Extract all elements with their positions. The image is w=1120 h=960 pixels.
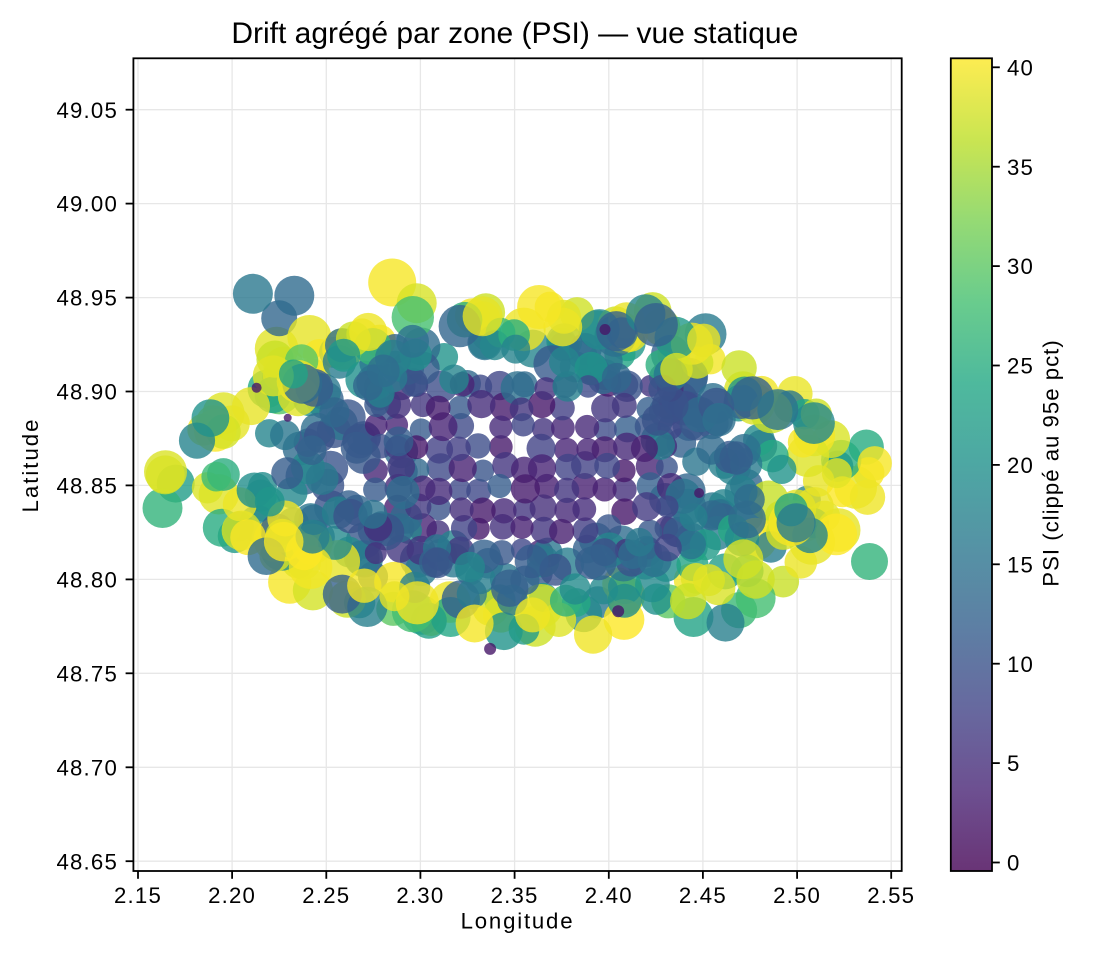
- svg-text:2.25: 2.25: [302, 883, 350, 908]
- svg-text:49.05: 49.05: [56, 98, 118, 123]
- svg-text:15: 15: [1007, 552, 1034, 577]
- svg-text:Longitude: Longitude: [461, 909, 575, 934]
- svg-text:48.65: 48.65: [56, 849, 118, 874]
- svg-text:49.00: 49.00: [56, 192, 118, 217]
- svg-text:48.70: 48.70: [56, 755, 118, 780]
- svg-text:0: 0: [1007, 851, 1021, 876]
- svg-text:10: 10: [1007, 652, 1034, 677]
- svg-text:25: 25: [1007, 354, 1034, 379]
- svg-text:2.35: 2.35: [491, 883, 539, 908]
- svg-text:Drift agrégé par zone (PSI) —: Drift agrégé par zone (PSI) — vue statiq…: [231, 17, 798, 50]
- svg-text:48.75: 48.75: [56, 661, 118, 686]
- svg-text:20: 20: [1007, 453, 1034, 478]
- svg-text:PSI (clippé au 95e pct): PSI (clippé au 95e pct): [1039, 339, 1064, 586]
- svg-text:2.55: 2.55: [867, 883, 915, 908]
- svg-text:48.90: 48.90: [56, 380, 118, 405]
- svg-text:48.80: 48.80: [56, 568, 118, 593]
- svg-text:48.95: 48.95: [56, 286, 118, 311]
- svg-text:2.20: 2.20: [208, 883, 256, 908]
- svg-text:35: 35: [1007, 155, 1034, 180]
- svg-text:2.40: 2.40: [585, 883, 633, 908]
- svg-text:2.45: 2.45: [679, 883, 727, 908]
- svg-text:2.30: 2.30: [396, 883, 444, 908]
- svg-text:2.50: 2.50: [773, 883, 821, 908]
- svg-text:40: 40: [1007, 55, 1034, 80]
- svg-text:Latitude: Latitude: [18, 418, 43, 513]
- svg-text:2.15: 2.15: [114, 883, 162, 908]
- svg-text:30: 30: [1007, 254, 1034, 279]
- svg-text:48.85: 48.85: [56, 474, 118, 499]
- svg-text:5: 5: [1007, 751, 1021, 776]
